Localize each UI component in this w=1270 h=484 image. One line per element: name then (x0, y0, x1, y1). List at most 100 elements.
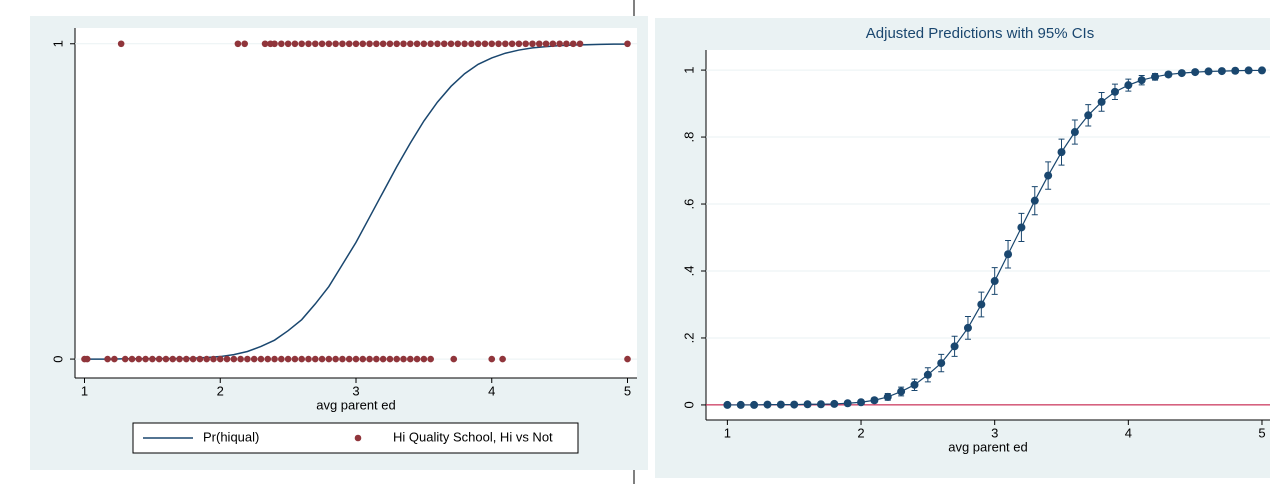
point (803, 400, 812, 409)
point (325, 40, 333, 48)
point (278, 40, 285, 48)
point (1030, 196, 1039, 205)
point (1257, 66, 1266, 75)
point (535, 40, 543, 48)
point (250, 355, 258, 363)
point (264, 355, 272, 363)
point (413, 355, 421, 363)
point (542, 40, 550, 48)
point (345, 40, 353, 48)
point (790, 400, 799, 409)
point (937, 359, 946, 368)
point (857, 398, 866, 407)
point (883, 392, 892, 401)
point (870, 396, 879, 405)
point (1017, 223, 1026, 232)
y-tick-label: .2 (681, 333, 696, 344)
y-tick-label: .4 (681, 266, 696, 277)
point (454, 40, 462, 48)
point (990, 277, 999, 286)
point (169, 355, 177, 363)
point (386, 40, 394, 48)
point (162, 355, 170, 363)
y-tick-label: 0 (50, 355, 65, 362)
point (332, 40, 339, 48)
point (149, 355, 156, 363)
point (244, 355, 251, 363)
x-tick-label: 4 (1125, 425, 1132, 440)
point (736, 400, 745, 409)
point (522, 40, 529, 48)
legend-swatch (354, 434, 362, 442)
point (529, 40, 536, 48)
point (284, 40, 292, 48)
point (923, 370, 932, 379)
plot-area-left (75, 28, 637, 378)
point (515, 40, 523, 48)
point (1164, 70, 1173, 79)
point (468, 40, 475, 48)
point (488, 355, 496, 363)
point (305, 40, 312, 48)
x-axis-title: avg parent ed (948, 439, 1028, 454)
point (776, 400, 785, 409)
point (450, 355, 458, 363)
point (111, 355, 118, 363)
x-tick-label: 5 (1258, 425, 1265, 440)
point (427, 40, 434, 48)
point (406, 40, 414, 48)
point (495, 40, 502, 48)
point (216, 355, 224, 363)
point (104, 355, 111, 363)
point (843, 399, 852, 408)
point (1084, 111, 1093, 120)
point (311, 40, 319, 48)
point (379, 355, 387, 363)
point (284, 355, 292, 363)
point (237, 355, 244, 363)
point (576, 40, 584, 48)
point (556, 40, 563, 48)
x-tick-label: 2 (217, 383, 224, 398)
y-tick-label: 1 (681, 66, 696, 73)
point (339, 40, 346, 48)
point (1137, 76, 1146, 85)
point (481, 40, 489, 48)
point (325, 355, 333, 363)
legend-label: Pr(hiqual) (203, 429, 259, 444)
chart-title: Adjusted Predictions with 95% CIs (866, 25, 1094, 42)
x-tick-label: 3 (991, 425, 998, 440)
point (128, 355, 136, 363)
point (977, 300, 986, 309)
plot-area-right (706, 50, 1270, 420)
point (1057, 148, 1066, 157)
point (142, 355, 149, 363)
point (318, 40, 326, 48)
point (400, 40, 407, 48)
point (332, 355, 339, 363)
point (1151, 72, 1160, 81)
point (1244, 66, 1253, 75)
point (1070, 128, 1079, 137)
point (1217, 67, 1226, 76)
point (366, 355, 373, 363)
point (1004, 250, 1013, 259)
point (271, 40, 278, 48)
point (373, 40, 380, 48)
point (447, 40, 455, 48)
point (339, 355, 346, 363)
point (406, 355, 414, 363)
point (352, 40, 360, 48)
point (386, 355, 394, 363)
point (508, 40, 516, 48)
point (257, 355, 265, 363)
point (318, 355, 326, 363)
point (305, 355, 312, 363)
x-tick-label: 5 (624, 383, 631, 398)
point (291, 355, 299, 363)
point (569, 40, 577, 48)
y-tick-label: 1 (50, 40, 65, 47)
point (271, 355, 278, 363)
point (549, 40, 557, 48)
